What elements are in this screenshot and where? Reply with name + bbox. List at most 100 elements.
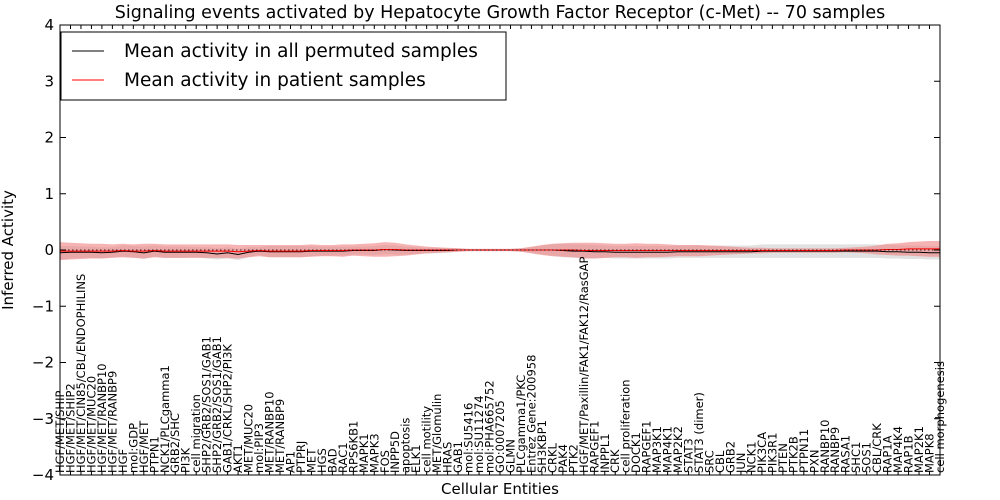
x-tick-label: HGF/MET/RANBP10	[95, 363, 109, 473]
x-tick-label: HGF/MET/SHIP2	[63, 383, 77, 473]
x-tick-label: RPS6KB1	[346, 421, 360, 473]
x-tick-label: MAPK1	[357, 433, 371, 473]
x-tick-label: mol:PHA665752	[483, 380, 497, 473]
x-tick-label: GAB1	[451, 441, 465, 473]
x-tick-label: CRKL	[545, 442, 559, 473]
x-tick-label: FOS	[378, 450, 392, 473]
y-tick-label: 4	[44, 16, 54, 34]
x-tick-label: PTEN	[776, 443, 790, 473]
x-tick-label: RAPGEF1	[640, 421, 654, 473]
x-tick-label: cell proliferation	[619, 379, 633, 473]
x-tick-label: MET	[304, 448, 318, 473]
x-tick-label: cell motility	[420, 406, 434, 473]
x-tick-label: RAP1B	[902, 435, 916, 473]
x-tick-label: cell migration	[189, 394, 203, 473]
x-tick-label: HGF	[116, 449, 130, 473]
x-tick-label: RAC1	[336, 442, 350, 473]
plot-area: −4−3−2−101234HGF/MET/SHIPHGF/MET/SHIP2HG…	[32, 16, 947, 484]
y-tick-label: −2	[32, 354, 54, 372]
x-tick-label: GO:0007205	[493, 400, 507, 473]
x-tick-label: PIK3CA	[755, 432, 769, 473]
y-tick-label: 1	[44, 185, 54, 203]
x-tick-label: MAP4K4	[891, 426, 905, 473]
x-tick-label: CBL	[713, 450, 727, 473]
x-tick-label: PTPRJ	[294, 441, 308, 473]
x-tick-label: mol:SU11274	[472, 395, 486, 473]
x-tick-label: CBL/CRK	[870, 423, 884, 473]
legend-box	[60, 31, 507, 101]
x-tick-label: HRAS	[441, 442, 455, 473]
x-tick-label: RAPGEF1	[587, 421, 601, 473]
x-tick-label: STAT3 (dimer)	[692, 392, 706, 473]
x-tick-label: PTK2	[566, 444, 580, 473]
x-tick-label: GRB2/SHC	[168, 413, 182, 473]
x-tick-label: Entrez Gene:200958	[524, 355, 538, 473]
x-tick-label: GAB1/CRKL/SHP2/PI3K	[221, 344, 235, 473]
x-tick-label: HGF/MET	[137, 420, 151, 473]
x-tick-label: MAP3K1	[650, 426, 664, 473]
x-tick-label: mol:PIP3	[252, 423, 266, 473]
x-tick-label: SOS1	[860, 442, 874, 473]
x-tick-label: SH3KBP1	[535, 420, 549, 473]
x-tick-label: INPPL1	[598, 433, 612, 473]
x-tick-label: NCK1/PLCgamma1	[158, 365, 172, 473]
x-tick-label: BAD	[325, 448, 339, 473]
x-tick-label: RANBP9	[828, 427, 842, 473]
x-tick-label: INPP5D	[388, 431, 402, 473]
x-axis-label: Cellular Entities	[441, 480, 559, 498]
y-tick-label: −4	[32, 466, 54, 484]
chart-title: Signaling events activated by Hepatocyte…	[115, 3, 886, 23]
x-tick-label: HGF/MET/CIN85/CBL/ENDOPHILINS	[74, 274, 88, 473]
x-tick-label: MAP4K1	[661, 426, 675, 473]
x-tick-label: mol:SU5416	[462, 403, 476, 473]
y-tick-label: 2	[44, 129, 54, 147]
x-tick-label: AP1	[283, 451, 297, 473]
x-tick-label: AKT1	[231, 444, 245, 473]
x-tick-label: JUN	[734, 453, 748, 474]
x-tick-label: PAK4	[556, 444, 570, 473]
x-tick-label: mol:GDP	[126, 423, 140, 473]
x-tick-label: HGF/MET/MUC20	[84, 376, 98, 473]
x-tick-label: HGF/MET/RANBP9	[105, 371, 119, 473]
x-tick-label: apoptosis	[399, 418, 413, 473]
x-tick-label: CRK	[608, 449, 622, 473]
x-tick-label: PXN	[807, 450, 821, 473]
x-tick-label: MET/Glomulin	[430, 394, 444, 473]
x-tick-label: PTPN1	[147, 436, 161, 473]
x-tick-label: HGS	[315, 448, 329, 473]
x-tick-label: RASA1	[839, 435, 853, 473]
series-band-2	[60, 241, 940, 261]
x-tick-label: PI3K	[179, 447, 193, 473]
x-tick-label: GLMN	[503, 439, 517, 473]
x-tick-label: MAPK8	[923, 433, 937, 473]
x-tick-label: PTPN11	[797, 429, 811, 473]
y-tick-label: −3	[32, 410, 54, 428]
x-tick-label: SRC	[703, 450, 717, 473]
x-tick-label: SHP2/GRB2/SOS1/GAB1	[200, 336, 214, 473]
x-tick-label: MAP2K2	[671, 426, 685, 473]
plot-frame	[59, 24, 941, 476]
x-tick-label: MET/MUC20	[242, 404, 256, 473]
x-tick-label: PLCgamma1/PKC	[514, 375, 528, 473]
y-tick-label: 0	[44, 241, 54, 259]
x-tick-label: ELK1	[409, 444, 423, 473]
y-tick-label: −1	[32, 297, 54, 315]
x-tick-label: HGF/MET/Paxillin/FAK1/FAK12/RasGAP	[577, 256, 591, 473]
legend-label-2: Mean activity in patient samples	[124, 70, 426, 91]
x-tick-label: NCK1	[744, 442, 758, 474]
x-tick-label: PTK2B	[786, 436, 800, 473]
y-tick-label: 3	[44, 72, 54, 90]
x-tick-label: MET/RANBP10	[263, 391, 277, 473]
x-tick-label: SHC1	[849, 442, 863, 473]
x-tick-label: GRB2	[723, 441, 737, 473]
y-axis-label: Inferred Activity	[0, 190, 17, 310]
x-tick-label: MET/RANBP9	[273, 399, 287, 473]
x-tick-label: MAPK3	[367, 433, 381, 473]
x-tick-label: PIK3R1	[765, 433, 779, 474]
x-tick-label: RAP1A	[881, 435, 895, 473]
x-tick-label: RANBP10	[818, 420, 832, 473]
x-tick-label: SHP2/GRB2/SOS1/GAB1	[210, 336, 224, 473]
legend-label-1: Mean activity in all permuted samples	[124, 41, 478, 62]
